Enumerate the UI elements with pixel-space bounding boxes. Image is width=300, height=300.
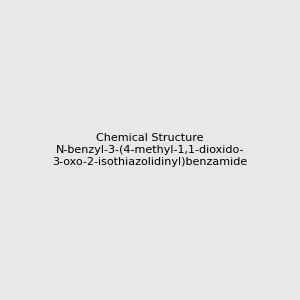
Text: Chemical Structure
N-benzyl-3-(4-methyl-1,1-dioxido-
3-oxo-2-isothiazolidinyl)be: Chemical Structure N-benzyl-3-(4-methyl-…: [52, 134, 247, 166]
